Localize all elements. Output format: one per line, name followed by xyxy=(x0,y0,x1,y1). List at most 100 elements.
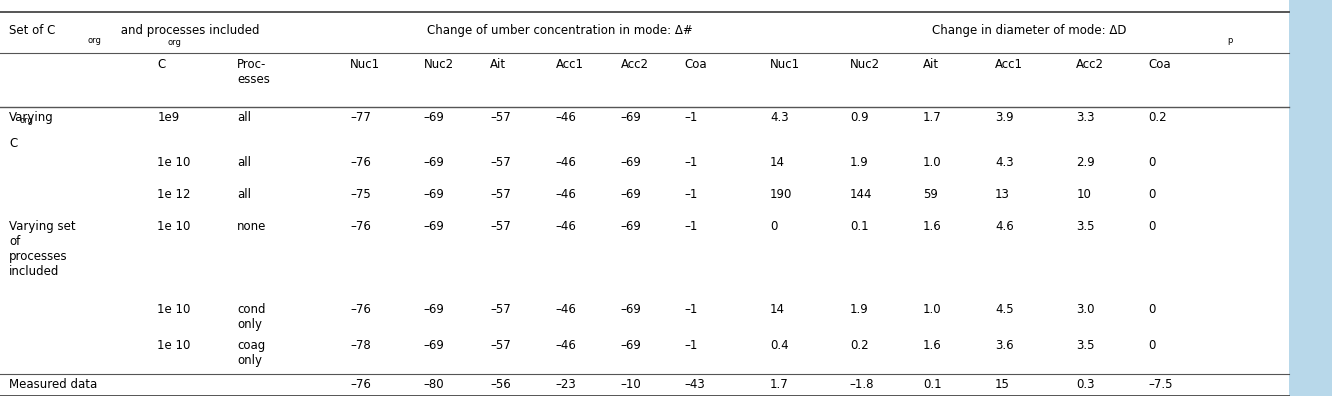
Text: Ait: Ait xyxy=(490,58,506,71)
Text: org: org xyxy=(168,38,181,47)
Text: –69: –69 xyxy=(424,188,445,201)
Text: 4.3: 4.3 xyxy=(995,156,1014,169)
Text: –46: –46 xyxy=(555,303,577,316)
Text: 3.6: 3.6 xyxy=(995,339,1014,352)
Text: 14: 14 xyxy=(770,156,785,169)
Text: Acc2: Acc2 xyxy=(1076,58,1104,71)
Text: –43: –43 xyxy=(685,378,706,391)
Text: 0: 0 xyxy=(1148,339,1156,352)
Text: 59: 59 xyxy=(923,188,938,201)
Text: 0: 0 xyxy=(1148,220,1156,233)
Text: 190: 190 xyxy=(770,188,793,201)
Text: –1: –1 xyxy=(685,220,698,233)
Text: –69: –69 xyxy=(621,303,642,316)
Text: 144: 144 xyxy=(850,188,872,201)
Text: –1: –1 xyxy=(685,188,698,201)
Text: –69: –69 xyxy=(621,188,642,201)
Text: 3.5: 3.5 xyxy=(1076,339,1095,352)
Text: –10: –10 xyxy=(621,378,642,391)
Text: 3.0: 3.0 xyxy=(1076,303,1095,316)
Text: –57: –57 xyxy=(490,339,511,352)
Text: Nuc1: Nuc1 xyxy=(350,58,381,71)
Text: 1.0: 1.0 xyxy=(923,303,942,316)
Text: 10: 10 xyxy=(1076,188,1091,201)
Text: –46: –46 xyxy=(555,111,577,124)
Text: –57: –57 xyxy=(490,111,511,124)
Text: 1e 10: 1e 10 xyxy=(157,156,190,169)
Text: 1e 10: 1e 10 xyxy=(157,303,190,316)
Text: –75: –75 xyxy=(350,188,372,201)
Text: 3.3: 3.3 xyxy=(1076,111,1095,124)
Text: 1e 12: 1e 12 xyxy=(157,188,190,201)
Text: –69: –69 xyxy=(424,111,445,124)
Text: 1.9: 1.9 xyxy=(850,303,868,316)
Text: Nuc2: Nuc2 xyxy=(850,58,880,71)
Text: –1: –1 xyxy=(685,111,698,124)
Text: 1e 10: 1e 10 xyxy=(157,220,190,233)
Text: 0: 0 xyxy=(1148,188,1156,201)
Text: –69: –69 xyxy=(424,339,445,352)
Text: –76: –76 xyxy=(350,378,372,391)
Text: 4.5: 4.5 xyxy=(995,303,1014,316)
Text: 0: 0 xyxy=(770,220,778,233)
Text: org: org xyxy=(88,36,101,45)
Text: –1: –1 xyxy=(685,156,698,169)
Text: all: all xyxy=(237,111,252,124)
Text: Coa: Coa xyxy=(685,58,707,71)
Text: –46: –46 xyxy=(555,220,577,233)
Text: none: none xyxy=(237,220,266,233)
Text: 3.9: 3.9 xyxy=(995,111,1014,124)
Text: 15: 15 xyxy=(995,378,1010,391)
Text: 1.0: 1.0 xyxy=(923,156,942,169)
Text: Proc-
esses: Proc- esses xyxy=(237,58,270,86)
Text: 14: 14 xyxy=(770,303,785,316)
Text: –57: –57 xyxy=(490,156,511,169)
Text: p: p xyxy=(1227,36,1232,45)
Text: –69: –69 xyxy=(621,156,642,169)
Text: 1.6: 1.6 xyxy=(923,220,942,233)
Text: Nuc1: Nuc1 xyxy=(770,58,801,71)
Text: –1: –1 xyxy=(685,339,698,352)
Text: –77: –77 xyxy=(350,111,372,124)
Text: –78: –78 xyxy=(350,339,372,352)
Text: 0.3: 0.3 xyxy=(1076,378,1095,391)
Text: –69: –69 xyxy=(424,156,445,169)
Text: 4.3: 4.3 xyxy=(770,111,789,124)
Text: org: org xyxy=(20,116,33,125)
Text: –7.5: –7.5 xyxy=(1148,378,1172,391)
Text: –76: –76 xyxy=(350,156,372,169)
Text: –69: –69 xyxy=(621,339,642,352)
Text: 1e9: 1e9 xyxy=(157,111,180,124)
Text: –69: –69 xyxy=(424,220,445,233)
Text: 1.7: 1.7 xyxy=(770,378,789,391)
Text: –1: –1 xyxy=(685,303,698,316)
Text: coag
only: coag only xyxy=(237,339,265,367)
Text: –80: –80 xyxy=(424,378,444,391)
Text: –69: –69 xyxy=(621,220,642,233)
Text: –1.8: –1.8 xyxy=(850,378,874,391)
Text: Ait: Ait xyxy=(923,58,939,71)
Bar xyxy=(1289,0,1332,396)
Text: –56: –56 xyxy=(490,378,511,391)
Text: Change in diameter of mode: ΔD: Change in diameter of mode: ΔD xyxy=(932,24,1127,37)
Text: –57: –57 xyxy=(490,303,511,316)
Text: –23: –23 xyxy=(555,378,577,391)
Text: 3.5: 3.5 xyxy=(1076,220,1095,233)
Text: 0: 0 xyxy=(1148,156,1156,169)
Text: 0.4: 0.4 xyxy=(770,339,789,352)
Text: –46: –46 xyxy=(555,156,577,169)
Text: –69: –69 xyxy=(621,111,642,124)
Text: 0.9: 0.9 xyxy=(850,111,868,124)
Text: 1e 10: 1e 10 xyxy=(157,339,190,352)
Text: 0: 0 xyxy=(1148,303,1156,316)
Text: cond
only: cond only xyxy=(237,303,265,331)
Text: 0.2: 0.2 xyxy=(1148,111,1167,124)
Text: 2.9: 2.9 xyxy=(1076,156,1095,169)
Text: Change of umber concentration in mode: Δ#: Change of umber concentration in mode: Δ… xyxy=(428,24,693,37)
Text: –57: –57 xyxy=(490,188,511,201)
Text: Nuc2: Nuc2 xyxy=(424,58,454,71)
Text: –76: –76 xyxy=(350,220,372,233)
Text: Varying set
of
processes
included: Varying set of processes included xyxy=(9,220,76,278)
Text: Set of C: Set of C xyxy=(9,24,56,37)
Text: 0.1: 0.1 xyxy=(850,220,868,233)
